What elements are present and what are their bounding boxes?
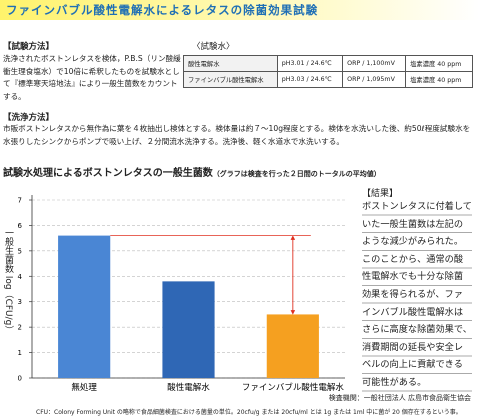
- result-text: ボストンレタスに付着していた一般生菌数は左記のような減少がみられた。このことから…: [362, 198, 472, 392]
- footnote: CFU：Colony Forming Unit の略称で食品細菌検査における菌量…: [36, 409, 462, 416]
- table-cell: 塩素濃度 40 ppm: [405, 71, 473, 88]
- result-heading: 【結果】: [362, 189, 399, 199]
- bar: [162, 281, 215, 378]
- washing-text: 市販ボストンレタスから無作為に葉を４枚抽出し検体とする。検体量は約７〜10g程度…: [3, 124, 471, 146]
- y-tick-label: 4: [18, 273, 23, 281]
- y-tick-label: 6: [18, 222, 23, 230]
- y-tick-label: 2: [18, 324, 22, 332]
- chart: 0 1 2 3 4 5 6 7 無処理 酸性電解水 ファインバブル酸性電解水: [18, 195, 345, 393]
- washing-heading: 【洗浄方法】: [3, 113, 55, 123]
- inspection: 検査機関：一般社団法人 広島市食品衛生協会: [328, 394, 471, 402]
- test-water-table: 酸性電解水 pH3.01 / 24.6℃ ORP / 1,100mV 塩素濃度 40 …: [183, 55, 473, 88]
- bar: [266, 314, 319, 378]
- test-water-heading: 〈試験水〉: [192, 42, 235, 52]
- table-cell: pH3.01 / 24.6℃: [276, 55, 344, 72]
- chart-subtitle: （グラフは検査を行った２日間のトータルの平均値）: [212, 170, 381, 178]
- table-cell: 塩素濃度 40 ppm: [405, 55, 473, 72]
- y-tick-label: 1: [18, 349, 22, 357]
- x-tick-label: 酸性電解水: [167, 382, 210, 393]
- chart-title: 試験水処理によるボストンレタスの一般生菌数: [3, 168, 213, 179]
- table-cell: ORP / 1,100mV: [342, 55, 407, 72]
- table-row: 酸性電解水 pH3.01 / 24.6℃ ORP / 1,100mV 塩素濃度 40 …: [183, 55, 473, 72]
- page-title: ファインバブル酸性電解水によるレタスの除菌効果試験: [0, 0, 479, 20]
- table-cell: ファインバブル酸性電解水: [183, 71, 278, 88]
- table-cell: ORP / 1,095mV: [342, 71, 407, 88]
- x-tick-label: 無処理: [71, 382, 97, 393]
- y-axis-label: 一般生菌数 log（CFU/g）: [3, 228, 13, 335]
- y-tick-label: 0: [18, 375, 22, 383]
- y-tick-label: 7: [18, 197, 22, 205]
- y-tick-label: 3: [18, 298, 22, 306]
- bar: [58, 235, 111, 378]
- table-cell: 酸性電解水: [183, 55, 278, 72]
- method-text: 洗浄されたボストンレタスを検体，P.B.S（リン酸緩衝生理食塩水）で10倍に希釈…: [3, 54, 181, 101]
- y-tick-label: 5: [18, 247, 22, 255]
- method-heading: 【試験方法】: [3, 42, 55, 52]
- x-tick-label: ファインバブル酸性電解水: [242, 382, 345, 393]
- table-row: ファインバブル酸性電解水 pH3.03 / 24.6℃ ORP / 1,095mV 塩…: [183, 71, 473, 88]
- table-cell: pH3.03 / 24.6℃: [276, 71, 344, 88]
- chart-title-row: 試験水処理によるボストンレタスの一般生菌数（グラフは検査を行った２日間のトータル…: [3, 164, 381, 179]
